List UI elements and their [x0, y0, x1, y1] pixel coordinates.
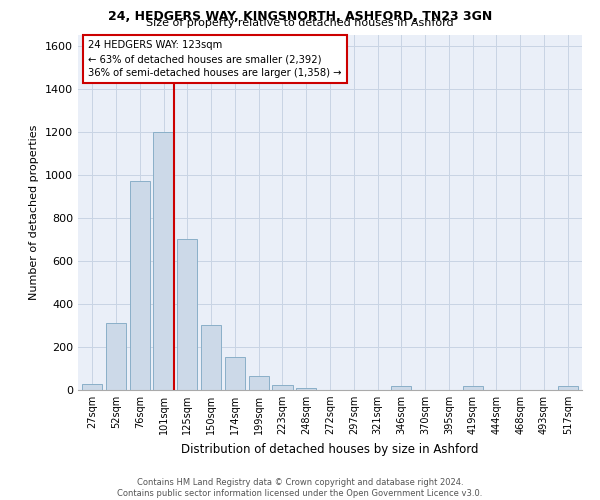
Bar	[463, 386, 483, 390]
Bar	[177, 240, 197, 390]
X-axis label: Distribution of detached houses by size in Ashford: Distribution of detached houses by size …	[181, 442, 479, 456]
Bar	[130, 182, 150, 390]
Bar	[82, 384, 103, 390]
Bar	[225, 356, 245, 390]
Y-axis label: Number of detached properties: Number of detached properties	[29, 125, 40, 300]
Bar	[296, 388, 316, 390]
Text: Contains HM Land Registry data © Crown copyright and database right 2024.
Contai: Contains HM Land Registry data © Crown c…	[118, 478, 482, 498]
Text: Size of property relative to detached houses in Ashford: Size of property relative to detached ho…	[146, 18, 454, 28]
Text: 24, HEDGERS WAY, KINGSNORTH, ASHFORD, TN23 3GN: 24, HEDGERS WAY, KINGSNORTH, ASHFORD, TN…	[108, 10, 492, 23]
Bar	[106, 324, 126, 390]
Bar	[272, 384, 293, 390]
Text: 24 HEDGERS WAY: 123sqm
← 63% of detached houses are smaller (2,392)
36% of semi-: 24 HEDGERS WAY: 123sqm ← 63% of detached…	[88, 40, 341, 78]
Bar	[248, 376, 269, 390]
Bar	[391, 386, 412, 390]
Bar	[557, 386, 578, 390]
Bar	[201, 326, 221, 390]
Bar	[154, 132, 173, 390]
